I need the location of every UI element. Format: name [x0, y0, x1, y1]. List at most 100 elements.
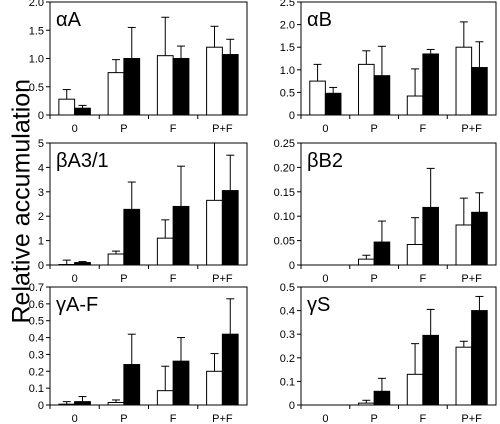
y-tick-label: 2.0	[280, 20, 295, 32]
bar-f-series-1	[156, 55, 174, 116]
y-tick-label: 0.3	[29, 349, 44, 361]
y-tick-label: 0	[289, 260, 295, 272]
bar-f-series-1	[156, 390, 174, 406]
bar-p-f-series-2	[471, 310, 488, 406]
bar-p-f-series-1	[206, 199, 223, 266]
bar-p-series-1	[107, 401, 125, 406]
bar-p-series-2	[373, 390, 391, 406]
bar-0-series-2	[74, 262, 91, 266]
y-tick-label: 0.5	[280, 87, 295, 99]
y-tick-label: 0.2	[29, 366, 44, 378]
bar-0-series-2	[324, 92, 342, 116]
y-tick-label: 0.10	[274, 211, 295, 223]
y-tick-label: 0.7	[29, 282, 44, 294]
x-tick-label: P	[120, 123, 127, 135]
y-tick-label: 0.05	[274, 236, 295, 248]
bar-p-series-2	[373, 75, 391, 116]
y-tick-label: 1.5	[29, 25, 44, 37]
bar-p-series-2	[373, 241, 391, 266]
bar-0-series-2	[74, 401, 91, 406]
x-tick-label: 0	[322, 413, 328, 424]
bar-p-series-1	[107, 253, 125, 266]
x-tick-label: P+F	[461, 273, 482, 285]
bar-f-series-1	[406, 95, 424, 116]
y-tick-label: 2.5	[280, 0, 295, 9]
x-tick-label: 0	[322, 273, 328, 285]
x-tick-label: 0	[72, 273, 78, 285]
x-tick-label: P	[120, 273, 127, 285]
chart-panel-4: 0 0.05 0.10 0.15 0.20 0.25 βB2 0 P F P+F	[274, 138, 497, 285]
y-tick-label: 1.0	[29, 54, 44, 66]
y-tick-label: 3	[38, 187, 44, 199]
bar-p-f-series-1	[206, 46, 223, 116]
chart-title: αB	[307, 9, 332, 31]
x-tick-label: F	[170, 123, 177, 135]
x-tick-label: 0	[322, 123, 328, 135]
y-tick-label: 2	[38, 211, 44, 223]
bar-0-series-1	[58, 403, 76, 406]
x-tick-label: P+F	[461, 123, 482, 135]
bar-f-series-2	[172, 205, 190, 266]
bar-p-series-2	[123, 364, 141, 406]
x-tick-label: P+F	[212, 123, 233, 135]
y-tick-label: 0	[289, 110, 295, 122]
x-tick-label: F	[420, 123, 427, 135]
y-tick-label: 0.15	[274, 187, 295, 199]
x-tick-label: P	[370, 413, 377, 424]
bar-f-series-2	[422, 334, 439, 406]
y-tick-label: 0.25	[274, 138, 295, 150]
y-tick-label: 0	[38, 400, 44, 412]
chart-panel-3: 0 1 2 3 4 5 βA3/1 0 P F P+F	[38, 138, 248, 285]
bar-p-f-series-1	[206, 370, 223, 406]
bar-p-series-1	[358, 402, 375, 406]
chart-title: γA-F	[56, 294, 98, 316]
y-tick-label: 1.0	[280, 65, 295, 77]
bar-p-series-2	[123, 58, 141, 116]
bar-p-f-series-2	[471, 211, 488, 266]
chart-panel-1: 0 0.5 1.0 1.5 2.0 αA 0 P F P+F	[29, 0, 248, 135]
y-tick-label: 0.2	[280, 353, 295, 365]
x-tick-label: P+F	[212, 273, 233, 285]
y-tick-label: 0.5	[280, 282, 295, 294]
bar-f-series-2	[422, 206, 439, 266]
bar-f-series-2	[422, 53, 439, 116]
y-tick-label: 0.5	[29, 82, 44, 94]
bar-p-f-series-2	[471, 67, 488, 116]
bar-p-f-series-2	[221, 190, 239, 266]
chart-title: αA	[56, 9, 82, 31]
bar-f-series-1	[406, 244, 424, 266]
y-tick-label: 0.4	[29, 333, 44, 345]
bar-p-series-2	[123, 208, 141, 266]
x-tick-label: P	[370, 123, 377, 135]
bar-p-series-1	[358, 63, 375, 116]
x-tick-label: F	[420, 413, 427, 424]
y-tick-label: 0	[38, 260, 44, 272]
bar-0-series-1	[58, 98, 76, 116]
x-tick-label: P	[370, 273, 377, 285]
y-tick-label: 0.1	[29, 383, 44, 395]
chart-panel-6: 0 0.1 0.2 0.3 0.4 0.5 γS 0 P F P+F	[280, 282, 497, 424]
x-tick-label: F	[420, 273, 427, 285]
chart-title: βA3/1	[56, 150, 109, 172]
y-tick-label: 2.0	[29, 0, 44, 9]
y-tick-label: 4	[38, 162, 44, 174]
bar-0-series-1	[309, 80, 326, 116]
x-tick-label: P+F	[461, 413, 482, 424]
bar-p-series-1	[358, 258, 375, 266]
x-tick-label: P	[120, 413, 127, 424]
bar-f-series-1	[406, 373, 424, 406]
y-tick-label: 0.1	[280, 376, 295, 388]
y-tick-label: 1	[38, 236, 44, 248]
y-tick-label: 5	[38, 138, 44, 150]
bar-f-series-2	[172, 58, 190, 116]
chart-panel-2: 0 0.5 1.0 1.5 2.0 2.5 αB 0 P F P+F	[280, 0, 497, 135]
bar-0-series-2	[74, 107, 91, 116]
x-tick-label: P+F	[212, 413, 233, 424]
bar-p-f-series-1	[455, 224, 473, 266]
y-tick-label: 0	[38, 110, 44, 122]
y-tick-label: 1.5	[280, 42, 295, 54]
bar-p-f-series-2	[221, 333, 239, 406]
bar-p-series-1	[107, 72, 125, 116]
x-tick-label: F	[170, 273, 177, 285]
x-tick-label: F	[170, 413, 177, 424]
